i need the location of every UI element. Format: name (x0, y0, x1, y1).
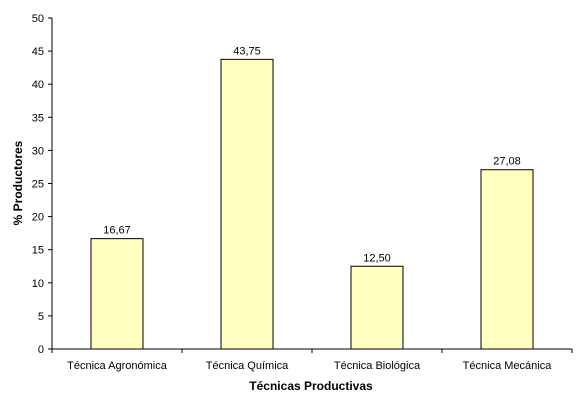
y-tick-label: 40 (32, 79, 44, 91)
y-tick-label: 5 (38, 311, 44, 323)
data-label: 16,67 (103, 225, 131, 237)
x-tick-label: Técnica Biológica (334, 360, 421, 372)
data-label: 12,50 (363, 252, 391, 264)
y-tick-label: 50 (32, 13, 44, 25)
y-tick-label: 15 (32, 245, 44, 257)
bar (480, 169, 534, 350)
x-tick-label: Técnica Agronómica (67, 360, 168, 372)
x-axis-tick-labels: Técnica Agronómica Técnica Química Técnica… (67, 360, 552, 372)
bar (90, 238, 144, 350)
x-tick-label: Técnica Mecánica (463, 360, 553, 372)
y-tick-label: 35 (32, 112, 44, 124)
y-tick-label: 45 (32, 46, 44, 58)
y-axis-ticks: 0 5 10 15 20 25 30 35 40 45 50 (32, 13, 573, 356)
data-labels: 16,67 43,75 12,50 27,08 (103, 45, 521, 264)
data-label: 43,75 (233, 45, 261, 57)
bar (350, 265, 404, 350)
y-axis-title: % Productores (11, 140, 25, 225)
bars (90, 58, 534, 350)
y-tick-label: 10 (32, 278, 44, 290)
x-axis-title: Técnicas Productivas (249, 379, 373, 393)
x-tick-label: Técnica Química (206, 360, 289, 372)
y-tick-label: 25 (32, 179, 44, 191)
y-tick-label: 20 (32, 212, 44, 224)
y-tick-label: 0 (38, 344, 44, 356)
bar (220, 58, 274, 350)
data-label: 27,08 (493, 156, 521, 168)
y-tick-label: 30 (32, 145, 44, 157)
